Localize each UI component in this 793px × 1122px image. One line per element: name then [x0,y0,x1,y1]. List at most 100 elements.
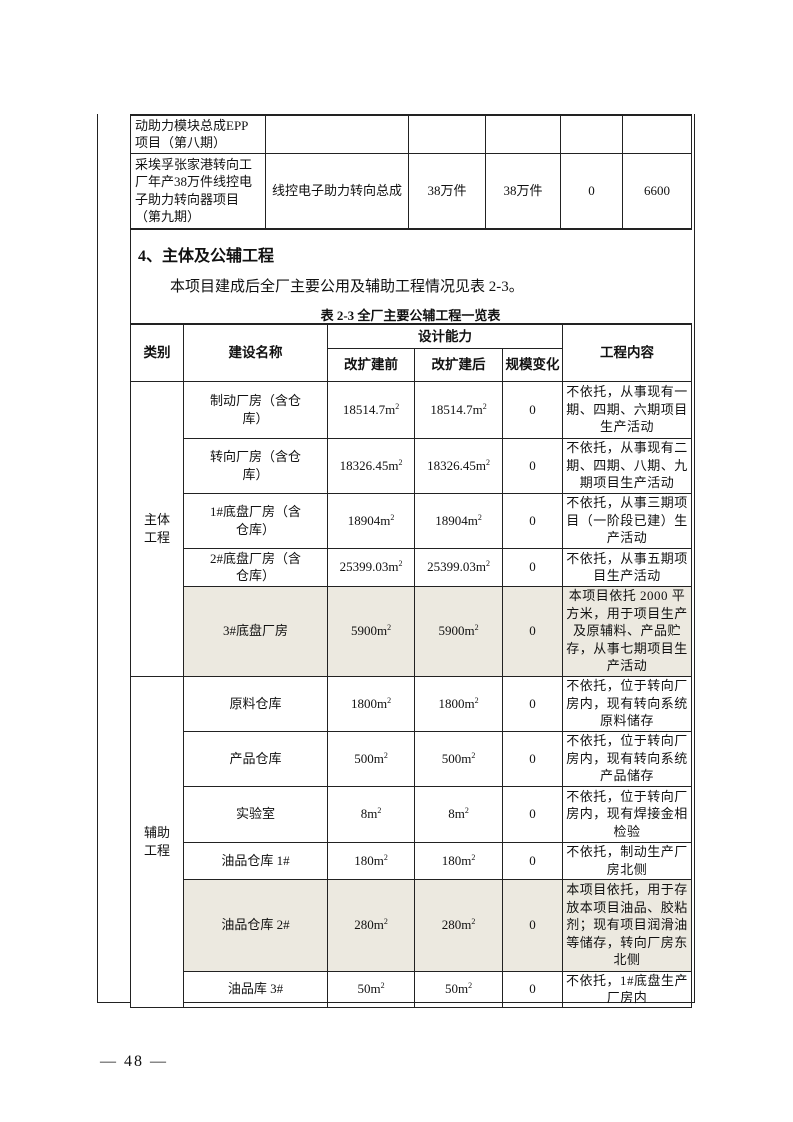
change-cell: 0 [501,585,564,677]
area-unit-exponent: 2 [383,917,388,927]
area-unit-exponent: 2 [383,852,388,862]
area-unit-exponent: 2 [485,457,490,467]
area-value: 1800 [438,695,465,711]
after-cell: 50m2 [414,970,503,1008]
area-value: 180 [441,852,462,868]
area-unit: m [457,981,469,997]
area-unit: m [388,457,399,473]
change-cell: 0 [501,970,564,1008]
area-unit: m [373,917,384,933]
content-cell: 不依托，从事五期项目生产活动 [562,547,693,587]
header-capacity: 设计能力 [326,323,564,349]
area-unit: m [467,512,478,528]
name-cell: 制动厂房（含仓库） [183,380,328,439]
area-unit-exponent: 2 [471,917,476,927]
area-unit-exponent: 2 [471,750,476,760]
area-unit: m [464,695,475,711]
content-cell: 不依托，位于转向厂房内，现有焊接金相检验 [562,785,693,843]
content-cell: 本项目依托，用于存放本项目油品、胶粘剂；现有项目润滑油等储存，转向厂房东北侧 [562,878,693,972]
change-cell: 0 [501,675,564,732]
before-cell: 18326.45m2 [327,437,415,494]
utilities-table: 类别 建设名称 设计能力 工程内容 改扩建前 改扩建后 规模变化 主体工程 制动厂… [130,323,693,1008]
cell-after [485,114,561,154]
area-unit: m [475,559,486,575]
area-value: 18904 [435,512,468,528]
name-cell: 油品库 3# [183,970,328,1008]
area-unit: m [376,623,388,639]
area-unit-exponent: 2 [468,981,473,991]
name-cell: 实验室 [183,785,328,843]
after-cell: 500m2 [414,730,503,787]
area-unit-exponent: 2 [377,806,382,816]
area-value: 5900 [438,623,465,639]
area-value: 280 [441,917,462,933]
after-cell: 18514.7m2 [414,380,503,439]
name-cell: 油品仓库 1# [183,841,328,880]
change-cell: 0 [501,492,564,549]
area-unit-exponent: 2 [471,852,476,862]
content-cell: 不依托，制动生产厂房北侧 [562,841,693,880]
area-value: 18514.7 [342,401,386,417]
header-change: 规模变化 [501,347,564,382]
area-unit-exponent: 2 [383,750,388,760]
change-cell: 0 [501,878,564,972]
table-row: 2#底盘厂房（含仓库） 25399.03m2 25399.03m2 0 不依托，从事五期… [131,547,693,587]
area-unit: m [461,852,472,868]
area-unit: m [367,806,378,822]
area-unit-exponent: 2 [398,457,403,467]
content-cell: 不依托，位于转向厂房内，现有转向系统产品储存 [562,730,693,787]
section-heading: 4、主体及公辅工程 [138,248,275,265]
area-unit-exponent: 2 [482,401,487,411]
change-cell: 0 [501,841,564,880]
before-cell: 50m2 [327,970,415,1008]
table-row: 3#底盘厂房 5900m2 5900m2 0 本项目依托 2000 平方米，用于项目生产… [131,585,693,677]
cell-after: 38万件 [485,152,561,230]
area-unit: m [472,401,483,417]
area-unit: m [461,750,472,766]
header-name: 建设名称 [183,323,328,382]
area-value: 8 [360,806,368,822]
project-table-continued: 动助力模块总成EPP项目（第八期） 采埃孚张家港转向工厂年产38万件线控电子助力转… [130,114,692,230]
area-unit: m [454,806,465,822]
area-unit-exponent: 2 [395,401,400,411]
name-cell: 1#底盘厂房（含仓库） [183,492,328,549]
area-value: 8 [448,806,455,822]
before-cell: 8m2 [327,785,415,843]
cell-change [560,114,623,154]
area-unit-exponent: 2 [464,806,469,816]
name-cell: 2#底盘厂房（含仓库） [183,547,328,587]
table-row: 1#底盘厂房（含仓库） 18904m2 18904m2 0 不依托，从事三期项目（一阶段… [131,492,693,549]
name-cell: 3#底盘厂房 [183,585,328,677]
before-cell: 18514.7m2 [327,380,415,439]
area-unit-exponent: 2 [477,512,482,522]
cell-name: 动助力模块总成EPP项目（第八期） [130,114,266,154]
after-cell: 8m2 [414,785,503,843]
content-cell: 不依托，从事现有二期、四期、八期、九期项目生产活动 [562,437,693,494]
name-cell: 转向厂房（含仓库） [183,437,328,494]
area-unit-exponent: 2 [390,512,395,522]
area-unit-exponent: 2 [380,981,385,991]
area-unit: m [370,981,381,997]
change-cell: 0 [501,785,564,843]
after-cell: 1800m2 [414,675,503,732]
area-value: 50 [357,981,371,997]
area-unit: m [388,559,399,575]
cell-name: 采埃孚张家港转向工厂年产38万件线控电子助力转向器项目（第九期） [130,152,266,230]
area-value: 280 [354,917,374,933]
table-row: 辅助工程 原料仓库 1800m2 1800m2 0 不依托，位于转向厂房内，现有转向系统原… [130,675,693,1008]
header-before: 改扩建前 [327,347,415,382]
before-cell: 25399.03m2 [327,547,415,587]
area-value: 1800 [350,695,377,711]
change-cell: 0 [501,380,564,439]
content-cell: 不依托，位于转向厂房内，现有转向系统原料储存 [562,675,693,732]
before-cell: 1800m2 [327,675,415,732]
area-value: 180 [354,852,374,868]
area-unit: m [373,852,384,868]
table-row: 产品仓库 500m2 500m2 0 不依托，位于转向厂房内，现有转向系统产品储存 [131,730,693,787]
change-cell: 0 [501,437,564,494]
area-unit-exponent: 2 [474,695,479,705]
category-cell: 主体工程 [130,380,184,677]
area-unit: m [380,512,391,528]
area-value: 500 [354,750,374,766]
area-unit: m [464,623,475,639]
